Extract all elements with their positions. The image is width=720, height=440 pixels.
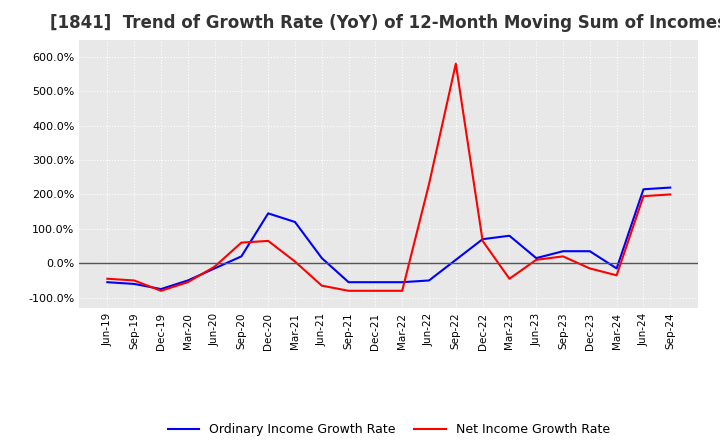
Ordinary Income Growth Rate <box>237 254 246 259</box>
Net Income Growth Rate <box>291 259 300 264</box>
Net Income Growth Rate <box>184 279 192 285</box>
Ordinary Income Growth Rate <box>103 279 112 285</box>
Net Income Growth Rate <box>398 288 407 293</box>
Net Income Growth Rate <box>103 276 112 282</box>
Ordinary Income Growth Rate <box>532 256 541 261</box>
Net Income Growth Rate <box>639 194 648 199</box>
Ordinary Income Growth Rate <box>130 281 138 286</box>
Net Income Growth Rate <box>559 254 567 259</box>
Ordinary Income Growth Rate <box>344 279 353 285</box>
Net Income Growth Rate <box>264 238 272 244</box>
Net Income Growth Rate <box>371 288 379 293</box>
Net Income Growth Rate <box>318 283 326 288</box>
Net Income Growth Rate <box>666 192 675 197</box>
Ordinary Income Growth Rate <box>425 278 433 283</box>
Ordinary Income Growth Rate <box>585 249 594 254</box>
Ordinary Income Growth Rate <box>666 185 675 190</box>
Ordinary Income Growth Rate <box>184 278 192 283</box>
Net Income Growth Rate <box>451 61 460 66</box>
Ordinary Income Growth Rate <box>264 211 272 216</box>
Ordinary Income Growth Rate <box>318 256 326 261</box>
Title: [1841]  Trend of Growth Rate (YoY) of 12-Month Moving Sum of Incomes: [1841] Trend of Growth Rate (YoY) of 12-… <box>50 15 720 33</box>
Net Income Growth Rate <box>344 288 353 293</box>
Net Income Growth Rate <box>237 240 246 245</box>
Net Income Growth Rate <box>425 181 433 187</box>
Net Income Growth Rate <box>130 278 138 283</box>
Ordinary Income Growth Rate <box>612 266 621 271</box>
Line: Net Income Growth Rate: Net Income Growth Rate <box>107 64 670 291</box>
Net Income Growth Rate <box>157 288 166 293</box>
Net Income Growth Rate <box>585 266 594 271</box>
Net Income Growth Rate <box>532 257 541 263</box>
Net Income Growth Rate <box>612 273 621 278</box>
Ordinary Income Growth Rate <box>210 266 219 271</box>
Legend: Ordinary Income Growth Rate, Net Income Growth Rate: Ordinary Income Growth Rate, Net Income … <box>163 418 615 440</box>
Line: Ordinary Income Growth Rate: Ordinary Income Growth Rate <box>107 187 670 289</box>
Ordinary Income Growth Rate <box>291 219 300 224</box>
Ordinary Income Growth Rate <box>505 233 514 238</box>
Net Income Growth Rate <box>505 276 514 282</box>
Ordinary Income Growth Rate <box>559 249 567 254</box>
Ordinary Income Growth Rate <box>371 279 379 285</box>
Net Income Growth Rate <box>210 264 219 269</box>
Ordinary Income Growth Rate <box>639 187 648 192</box>
Ordinary Income Growth Rate <box>451 257 460 263</box>
Ordinary Income Growth Rate <box>478 237 487 242</box>
Net Income Growth Rate <box>478 238 487 244</box>
Ordinary Income Growth Rate <box>157 286 166 292</box>
Ordinary Income Growth Rate <box>398 279 407 285</box>
